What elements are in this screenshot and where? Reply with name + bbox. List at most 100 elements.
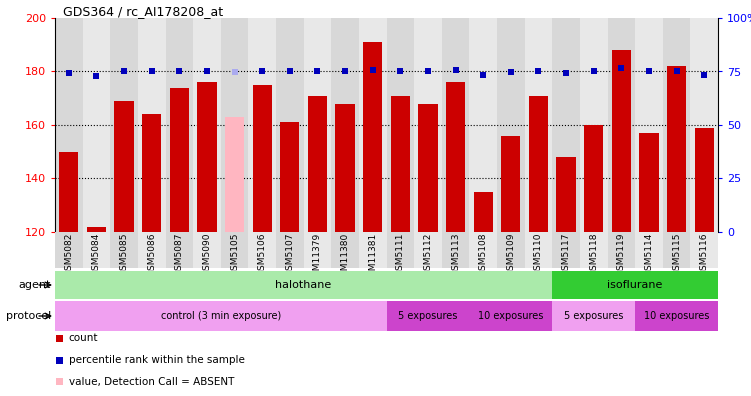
Text: GSM5113: GSM5113 (451, 233, 460, 276)
Bar (336, 104, 354, 232)
Bar (446, 82, 465, 232)
Bar (525, 232, 552, 268)
Bar (138, 232, 165, 268)
Bar (83, 18, 110, 232)
Bar (414, 18, 442, 232)
Bar (580, 18, 608, 232)
Text: GSM5087: GSM5087 (175, 233, 184, 276)
Bar (608, 18, 635, 232)
Bar (359, 232, 387, 268)
Bar (552, 301, 635, 331)
Bar (387, 301, 469, 331)
Text: GSM5110: GSM5110 (534, 233, 543, 276)
Bar (442, 18, 469, 232)
Bar (165, 18, 193, 232)
Bar (387, 232, 414, 268)
Bar (391, 95, 410, 232)
Bar (252, 85, 272, 232)
Bar (303, 18, 331, 232)
Bar (611, 50, 631, 232)
Bar (529, 95, 548, 232)
Text: GSM5111: GSM5111 (396, 233, 405, 276)
Text: halothane: halothane (276, 280, 332, 290)
Text: GDS364 / rc_AI178208_at: GDS364 / rc_AI178208_at (62, 5, 222, 18)
Text: GSM11381: GSM11381 (368, 233, 377, 282)
Bar (469, 18, 497, 232)
Text: GSM11380: GSM11380 (340, 233, 349, 282)
Text: 10 exposures: 10 exposures (644, 311, 709, 321)
Bar (276, 18, 303, 232)
Text: GSM5107: GSM5107 (285, 233, 294, 276)
Bar (418, 104, 438, 232)
Text: 5 exposures: 5 exposures (564, 311, 623, 321)
Bar (225, 117, 244, 232)
Text: percentile rank within the sample: percentile rank within the sample (68, 355, 244, 365)
Bar (303, 232, 331, 268)
Bar (110, 232, 138, 268)
Text: GSM5086: GSM5086 (147, 233, 156, 276)
Bar (56, 357, 63, 364)
Bar (170, 88, 189, 232)
Bar (469, 232, 497, 268)
Bar (442, 232, 469, 268)
Bar (497, 18, 525, 232)
Bar (87, 227, 106, 232)
Text: GSM5119: GSM5119 (617, 233, 626, 276)
Text: GSM11379: GSM11379 (313, 233, 322, 282)
Bar (142, 114, 161, 232)
Bar (662, 18, 690, 232)
Bar (193, 232, 221, 268)
Text: GSM5082: GSM5082 (65, 233, 74, 276)
Bar (474, 192, 493, 232)
Bar (608, 232, 635, 268)
Bar (249, 232, 276, 268)
Bar (55, 301, 387, 331)
Bar (56, 335, 63, 342)
Text: GSM5106: GSM5106 (258, 233, 267, 276)
Text: GSM5108: GSM5108 (478, 233, 487, 276)
Bar (331, 18, 359, 232)
Bar (114, 101, 134, 232)
Bar (635, 18, 662, 232)
Bar (584, 125, 603, 232)
Bar (667, 66, 686, 232)
Text: GSM5114: GSM5114 (644, 233, 653, 276)
Bar (414, 232, 442, 268)
Bar (110, 18, 138, 232)
Bar (552, 270, 718, 299)
Bar (59, 152, 79, 232)
Text: GSM5115: GSM5115 (672, 233, 681, 276)
Text: GSM5109: GSM5109 (506, 233, 515, 276)
Bar (690, 18, 718, 232)
Bar (165, 232, 193, 268)
Text: GSM5084: GSM5084 (92, 233, 101, 276)
Text: agent: agent (19, 280, 51, 290)
Bar (56, 379, 63, 385)
Bar (83, 232, 110, 268)
Bar (639, 133, 659, 232)
Text: GSM5090: GSM5090 (203, 233, 212, 276)
Bar (221, 18, 249, 232)
Text: 5 exposures: 5 exposures (398, 311, 457, 321)
Text: protocol: protocol (6, 311, 51, 321)
Bar (695, 128, 714, 232)
Text: GSM5112: GSM5112 (424, 233, 433, 276)
Bar (276, 232, 303, 268)
Bar (580, 232, 608, 268)
Bar (497, 232, 525, 268)
Bar (221, 232, 249, 268)
Bar (387, 18, 414, 232)
Bar (690, 232, 718, 268)
Bar (249, 18, 276, 232)
Bar (308, 95, 327, 232)
Bar (525, 18, 552, 232)
Bar (635, 301, 718, 331)
Bar (55, 18, 83, 232)
Text: GSM5118: GSM5118 (590, 233, 599, 276)
Text: isoflurane: isoflurane (608, 280, 663, 290)
Text: 10 exposures: 10 exposures (478, 311, 544, 321)
Text: GSM5117: GSM5117 (562, 233, 571, 276)
Text: GSM5116: GSM5116 (700, 233, 709, 276)
Bar (138, 18, 165, 232)
Text: control (3 min exposure): control (3 min exposure) (161, 311, 281, 321)
